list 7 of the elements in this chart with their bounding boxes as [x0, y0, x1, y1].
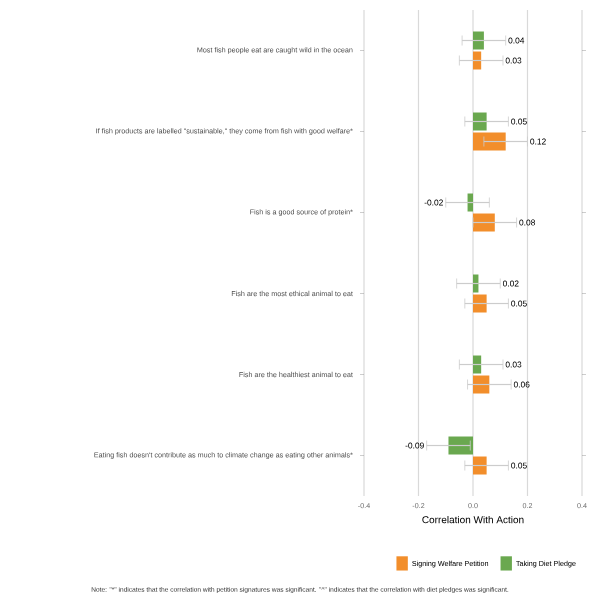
bar	[473, 375, 490, 394]
bar	[473, 355, 482, 374]
bar	[473, 112, 487, 131]
bar	[473, 456, 487, 475]
bar	[473, 31, 484, 50]
bar	[473, 294, 487, 313]
bar	[473, 51, 482, 70]
